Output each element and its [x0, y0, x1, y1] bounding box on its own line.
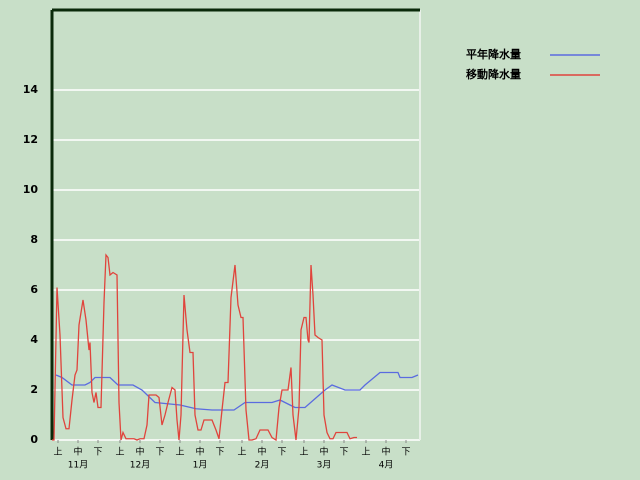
y-tick-label: 4	[30, 333, 38, 346]
x-tick-label: 上	[53, 447, 62, 458]
y-tick-label: 10	[23, 183, 39, 196]
x-tick-label: 下	[215, 448, 224, 458]
x-tick-label: 中	[73, 446, 82, 458]
month-label: 4月	[379, 460, 394, 471]
x-tick-label: 中	[257, 446, 266, 458]
series-line	[55, 371, 419, 411]
legend-label: 平年降水量	[466, 47, 521, 61]
y-tick-label: 6	[30, 283, 38, 296]
x-tick-label: 下	[339, 448, 348, 458]
x-tick-label: 下	[277, 448, 286, 458]
y-tick-label: 14	[23, 83, 39, 96]
x-tick-label: 上	[361, 447, 370, 458]
month-label: 3月	[317, 460, 332, 471]
x-tick-label: 上	[299, 447, 308, 458]
x-tick-label: 中	[195, 446, 204, 458]
x-tick-label: 下	[155, 448, 164, 458]
month-label: 12月	[130, 460, 150, 471]
x-tick-label: 中	[319, 446, 328, 458]
x-tick-label: 中	[135, 446, 144, 458]
series-line	[52, 253, 357, 442]
x-tick-label: 下	[93, 448, 102, 458]
y-tick-label: 8	[30, 233, 38, 246]
month-label: 1月	[193, 460, 208, 471]
y-tick-label: 12	[23, 133, 38, 146]
legend-label: 移動降水量	[466, 67, 521, 81]
y-tick-label: 0	[30, 433, 38, 446]
x-tick-label: 中	[381, 446, 390, 458]
month-label: 11月	[68, 460, 88, 471]
x-tick-label: 上	[175, 447, 184, 458]
y-tick-label: 2	[30, 383, 38, 396]
x-tick-label: 上	[115, 447, 124, 458]
month-label: 2月	[255, 460, 270, 471]
x-tick-label: 上	[237, 447, 246, 458]
x-tick-label: 下	[401, 448, 410, 458]
